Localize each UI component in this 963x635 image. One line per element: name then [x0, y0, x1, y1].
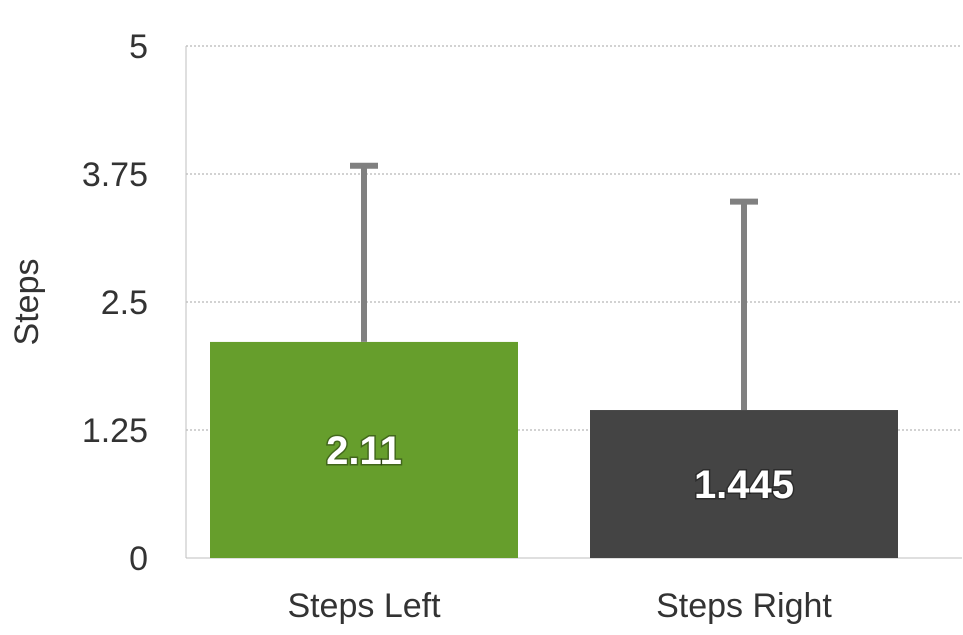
y-axis-title: Steps	[8, 259, 46, 346]
y-tick-label: 1.25	[82, 412, 148, 450]
y-tick-label: 2.5	[101, 284, 148, 322]
y-tick-label: 3.75	[82, 156, 148, 194]
x-tick-label: Steps Left	[287, 587, 441, 625]
data-labels: 2.11 1.445	[325, 427, 796, 508]
y-tick-label: 0	[129, 540, 148, 578]
x-axis-labels: Steps Left Steps Right	[287, 587, 832, 625]
data-label: 2.11	[326, 429, 402, 473]
bar	[210, 341, 518, 558]
bars	[210, 341, 898, 558]
bar	[590, 410, 898, 558]
y-axis-ticks: 0 1.25 2.5 3.75 5	[82, 28, 148, 578]
error-bars	[350, 162, 758, 411]
data-label: 1.445	[694, 463, 794, 507]
y-tick-label: 5	[129, 28, 148, 66]
x-tick-label: Steps Right	[656, 587, 832, 625]
